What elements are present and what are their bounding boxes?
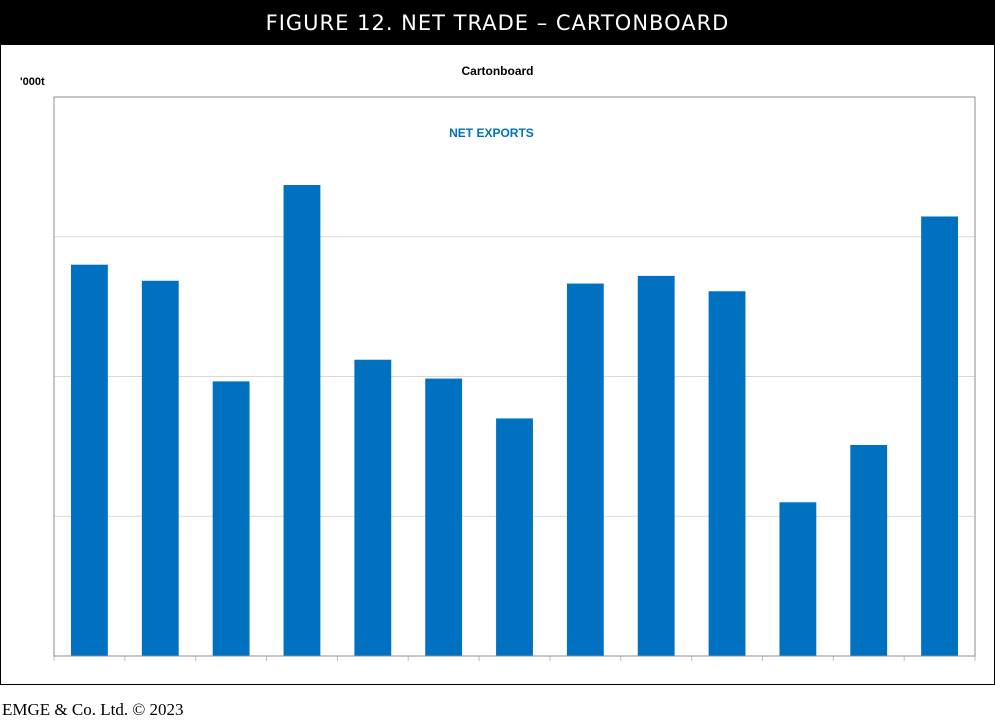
net-exports-annotation: NET EXPORTS <box>449 126 534 140</box>
copyright-footer: EMGE & Co. Ltd. © 2023 <box>2 700 184 719</box>
y-axis-unit-label: '000t <box>20 76 45 88</box>
bar-3 <box>212 381 250 656</box>
bar-6 <box>425 378 463 656</box>
x-axis-ticks <box>53 656 976 661</box>
bar-5 <box>354 359 392 656</box>
bar-7 <box>496 418 533 656</box>
plot-area-border <box>53 96 976 657</box>
bar-13 <box>921 216 958 656</box>
bar-10 <box>708 291 746 656</box>
bar-1 <box>71 264 108 656</box>
bar-chart: NET EXPORTS <box>53 96 976 661</box>
bar-12 <box>850 444 888 656</box>
figure-title: FIGURE 12. NET TRADE – CARTONBOARD <box>265 10 730 35</box>
bar-4 <box>283 185 321 657</box>
chart-title: Cartonboard <box>461 64 534 78</box>
bar-8 <box>566 283 604 656</box>
bar-9 <box>637 275 675 656</box>
bar-11 <box>779 502 817 656</box>
bar-2 <box>141 280 179 656</box>
bar-series <box>71 185 958 657</box>
figure-banner: FIGURE 12. NET TRADE – CARTONBOARD <box>0 0 995 45</box>
